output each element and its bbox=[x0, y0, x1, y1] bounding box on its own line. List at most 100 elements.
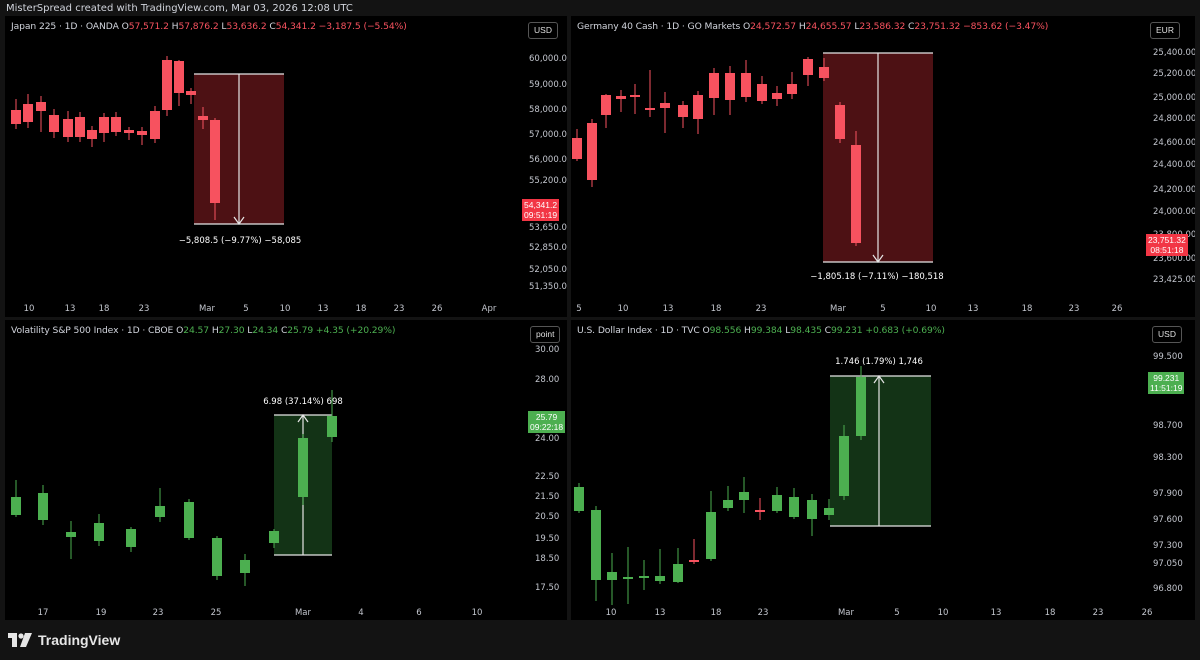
candle-body bbox=[839, 436, 849, 496]
measure-arrowhead bbox=[233, 216, 245, 226]
candle-body bbox=[38, 493, 48, 520]
candle-body bbox=[787, 84, 797, 94]
x-tick-label: 10 bbox=[606, 608, 617, 618]
last-price: 99.231 bbox=[1153, 373, 1180, 383]
y-tick-label: 99.500 bbox=[1153, 352, 1183, 362]
y-tick-label: 25,000.00 bbox=[1153, 93, 1195, 103]
candle-body bbox=[87, 130, 97, 139]
candle-body bbox=[835, 105, 845, 139]
x-tick-label: 13 bbox=[318, 304, 329, 314]
x-tick-label: 10 bbox=[938, 608, 949, 618]
price-chart[interactable]: −1,805.18 (−7.11%) −180,518 25,400.00 25,2… bbox=[571, 16, 1195, 317]
candle-body bbox=[75, 117, 85, 137]
candle-body bbox=[645, 108, 655, 110]
candle-body bbox=[789, 497, 799, 517]
ohlc-key: H bbox=[168, 21, 179, 32]
ohlc-value: 27.30 bbox=[218, 325, 245, 336]
candle-body bbox=[155, 506, 165, 517]
chart-panel-dxy[interactable]: U.S. Dollar Index · 1D · TVC O98.556 H99… bbox=[571, 320, 1195, 620]
y-tick-label: 58,000.0 bbox=[529, 105, 567, 115]
measure-arrowhead bbox=[297, 413, 309, 423]
x-tick-label: 18 bbox=[711, 304, 722, 314]
candle-body bbox=[269, 531, 279, 543]
y-tick-label: 97.600 bbox=[1153, 515, 1183, 525]
symbol-title: Volatility S&P 500 Index · 1D · CBOE bbox=[11, 325, 174, 336]
tradingview-logo-icon bbox=[8, 633, 32, 647]
candle-body bbox=[693, 95, 703, 119]
x-tick-label: 18 bbox=[1045, 608, 1056, 618]
candle-body bbox=[150, 111, 160, 139]
ohlc-value: 98.556 bbox=[709, 325, 742, 336]
ohlc-l: L24.34 bbox=[244, 325, 278, 336]
candle-body bbox=[772, 495, 782, 511]
x-tick-label: 18 bbox=[1022, 304, 1033, 314]
candle-body bbox=[124, 130, 134, 133]
ohlc-h: H57,876.2 bbox=[169, 21, 219, 32]
currency-button[interactable]: USD bbox=[528, 22, 558, 39]
candle-body bbox=[572, 138, 582, 159]
price-chart[interactable]: −5,808.5 (−9.77%) −58,085 60,000.0 59,000.… bbox=[5, 16, 567, 317]
candle-body bbox=[587, 123, 597, 180]
y-tick-label: 97.300 bbox=[1153, 541, 1183, 551]
y-tick-label: 52,050.0 bbox=[529, 265, 567, 275]
measure-label: 1.746 (1.79%) 1,746 bbox=[835, 357, 923, 367]
candle-body bbox=[856, 377, 866, 436]
symbol-title: U.S. Dollar Index · 1D · TVC bbox=[577, 325, 700, 336]
candle-body bbox=[240, 560, 250, 573]
tradingview-footer[interactable]: TradingView bbox=[8, 629, 120, 651]
ohlc-values: O98.556 H99.384 L98.435 C99.231 bbox=[703, 325, 863, 336]
price-change: +0.683 (+0.69%) bbox=[865, 325, 945, 336]
x-tick-label: 13 bbox=[655, 608, 666, 618]
last-price-tag: 54,341.2 09:51:19 bbox=[522, 199, 560, 221]
y-tick-label: 24,400.00 bbox=[1153, 160, 1195, 170]
candle-body bbox=[49, 115, 59, 132]
y-tick-label: 97.050 bbox=[1153, 559, 1183, 569]
ohlc-value: 24.57 bbox=[183, 325, 210, 336]
candle-body bbox=[607, 572, 617, 580]
price-chart[interactable]: 6.98 (37.14%) 698 30.00 28.00 24.00 22.50 21.… bbox=[5, 320, 567, 620]
candle-body bbox=[725, 73, 735, 100]
chart-panel-germany40[interactable]: Germany 40 Cash · 1D · GO Markets O24,57… bbox=[571, 16, 1195, 317]
ohlc-key: O bbox=[176, 325, 184, 336]
price-chart[interactable]: 1.746 (1.79%) 1,746 99.500 98.700 98.300 97.… bbox=[571, 320, 1195, 620]
bar-countdown: 09:51:19 bbox=[524, 210, 558, 220]
x-tick-label: Mar bbox=[838, 608, 855, 618]
y-tick-label: 23,425.00 bbox=[1153, 275, 1195, 285]
x-tick-label: 10 bbox=[926, 304, 937, 314]
ohlc-value: 24,572.57 bbox=[750, 21, 797, 32]
y-tick-label: 60,000.0 bbox=[529, 54, 567, 64]
ohlc-c: C25.79 bbox=[278, 325, 313, 336]
candle-body bbox=[678, 105, 688, 117]
candle-body bbox=[574, 487, 584, 511]
candle-body bbox=[655, 576, 665, 581]
ohlc-value: 24.34 bbox=[252, 325, 279, 336]
y-tick-label: 19.50 bbox=[535, 534, 559, 544]
ohlc-h: H24,655.57 bbox=[796, 21, 852, 32]
candle-body bbox=[174, 61, 184, 93]
y-tick-label: 24,200.00 bbox=[1153, 185, 1195, 195]
candle-body bbox=[706, 512, 716, 559]
candle-body bbox=[739, 492, 749, 500]
candle-body bbox=[126, 529, 136, 547]
candle-body bbox=[63, 119, 73, 137]
candle-body bbox=[186, 91, 196, 95]
ohlc-key: H bbox=[741, 325, 751, 336]
chart-panel-japan225[interactable]: Japan 225 · 1D · OANDA O57,571.2 H57,876… bbox=[5, 16, 567, 317]
last-price-tag: 99.231 11:51:19 bbox=[1148, 372, 1185, 394]
chart-panel-vix[interactable]: Volatility S&P 500 Index · 1D · CBOE O24… bbox=[5, 320, 567, 620]
y-tick-label: 55,200.0 bbox=[529, 176, 567, 186]
currency-button[interactable]: EUR bbox=[1150, 22, 1180, 39]
x-tick-label: 23 bbox=[394, 304, 405, 314]
brand-name: TradingView bbox=[38, 632, 121, 648]
price-change: +4.35 (+20.29%) bbox=[315, 325, 396, 336]
candle-body bbox=[327, 416, 337, 437]
currency-button[interactable]: point bbox=[530, 326, 561, 343]
y-tick-label: 23,600.00 bbox=[1153, 254, 1195, 264]
currency-button[interactable]: USD bbox=[1152, 326, 1182, 343]
candle-body bbox=[66, 532, 76, 537]
ohlc-key: L bbox=[851, 21, 860, 32]
candle-body bbox=[639, 576, 649, 578]
x-tick-label: 18 bbox=[99, 304, 110, 314]
y-tick-label: 24,800.00 bbox=[1153, 114, 1195, 124]
y-tick-label: 20.50 bbox=[535, 512, 559, 522]
